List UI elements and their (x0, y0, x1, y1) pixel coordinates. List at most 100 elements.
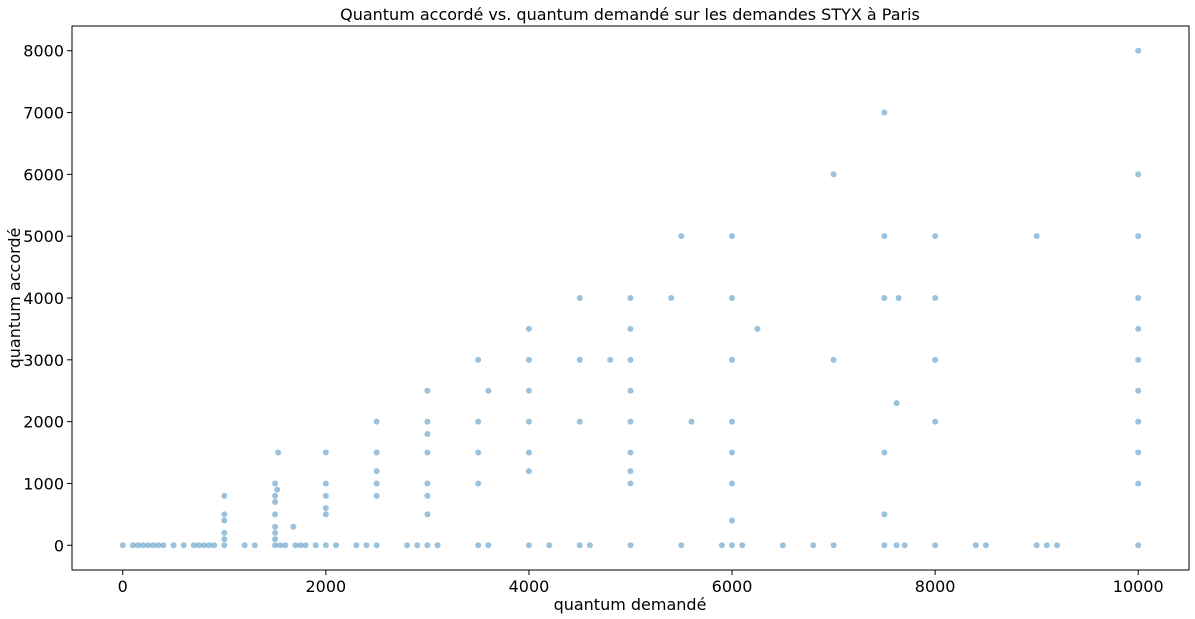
points-layer (119, 47, 1142, 549)
data-point (525, 325, 532, 332)
data-point (729, 449, 736, 456)
data-point (424, 542, 431, 549)
y-axis: 0 1000 2000 3000 4000 5000 6000 7000 8000 (23, 42, 72, 555)
data-point (170, 542, 177, 549)
data-point (221, 492, 228, 499)
data-point (475, 356, 482, 363)
data-point (1135, 356, 1142, 363)
data-point (576, 356, 583, 363)
data-point (160, 542, 167, 549)
data-point (475, 480, 482, 487)
data-point (627, 418, 634, 425)
data-point (206, 542, 213, 549)
y-tick-label: 5000 (23, 227, 64, 246)
data-point (895, 295, 902, 301)
data-point (195, 542, 202, 549)
data-point (373, 468, 380, 475)
data-point (932, 418, 939, 425)
x-tick-label: 8000 (915, 577, 956, 596)
data-point (627, 387, 634, 394)
data-point (424, 418, 431, 425)
data-point (779, 542, 786, 549)
data-point (627, 356, 634, 363)
data-point (282, 542, 289, 549)
data-point (322, 511, 329, 518)
data-point (739, 542, 746, 549)
data-point (881, 233, 888, 240)
data-point (525, 468, 532, 475)
x-tick-label: 2000 (306, 577, 347, 596)
data-point (373, 449, 380, 456)
data-point (525, 356, 532, 363)
data-point (932, 233, 939, 240)
data-point (718, 542, 725, 549)
data-point (830, 356, 837, 363)
x-tick-label: 4000 (509, 577, 550, 596)
data-point (729, 233, 736, 240)
chart-title: Quantum accordé vs. quantum demandé sur … (340, 5, 920, 24)
data-point (1053, 542, 1060, 549)
data-point (729, 356, 736, 363)
data-point (373, 492, 380, 499)
data-point (424, 492, 431, 499)
data-point (830, 171, 837, 178)
data-point (414, 542, 421, 549)
data-point (1135, 171, 1142, 178)
y-tick-label: 3000 (23, 351, 64, 370)
data-point (363, 542, 370, 549)
data-point (1043, 542, 1050, 549)
data-point (221, 542, 228, 549)
x-tick-label: 0 (118, 577, 128, 596)
data-point (140, 542, 147, 549)
data-point (373, 542, 380, 549)
data-point (274, 486, 281, 493)
data-point (297, 542, 304, 549)
data-point (1135, 542, 1142, 549)
data-point (211, 542, 218, 549)
data-point (251, 542, 258, 549)
data-point (424, 480, 431, 487)
data-point (1135, 233, 1142, 240)
data-point (272, 499, 279, 505)
data-point (627, 480, 634, 487)
data-point (729, 418, 736, 425)
data-point (322, 492, 329, 499)
data-point (1135, 295, 1142, 301)
y-axis-label: quantum accordé (5, 228, 24, 369)
data-point (1033, 233, 1040, 240)
data-point (312, 542, 319, 549)
data-point (434, 542, 441, 549)
data-point (150, 542, 157, 549)
data-point (627, 468, 634, 475)
data-point (525, 449, 532, 456)
data-point (322, 505, 329, 512)
data-point (353, 542, 360, 549)
data-point (893, 542, 900, 549)
data-point (810, 542, 817, 549)
data-point (901, 542, 908, 549)
data-point (155, 542, 162, 549)
data-point (972, 542, 979, 549)
data-point (322, 449, 329, 456)
data-point (627, 449, 634, 456)
data-point (586, 542, 593, 549)
data-point (668, 295, 675, 301)
data-point (1135, 480, 1142, 487)
data-point (322, 480, 329, 487)
data-point (475, 449, 482, 456)
data-point (893, 400, 900, 407)
data-point (729, 480, 736, 487)
data-point (201, 542, 208, 549)
data-point (145, 542, 152, 549)
data-point (290, 523, 297, 530)
data-point (373, 480, 380, 487)
data-point (221, 536, 228, 543)
data-point (292, 542, 299, 549)
y-tick-label: 8000 (23, 42, 64, 61)
data-point (424, 511, 431, 518)
data-point (272, 492, 279, 499)
data-point (424, 449, 431, 456)
y-tick-label: 6000 (23, 165, 64, 184)
data-point (932, 356, 939, 363)
x-axis-label: quantum demandé (554, 595, 707, 614)
